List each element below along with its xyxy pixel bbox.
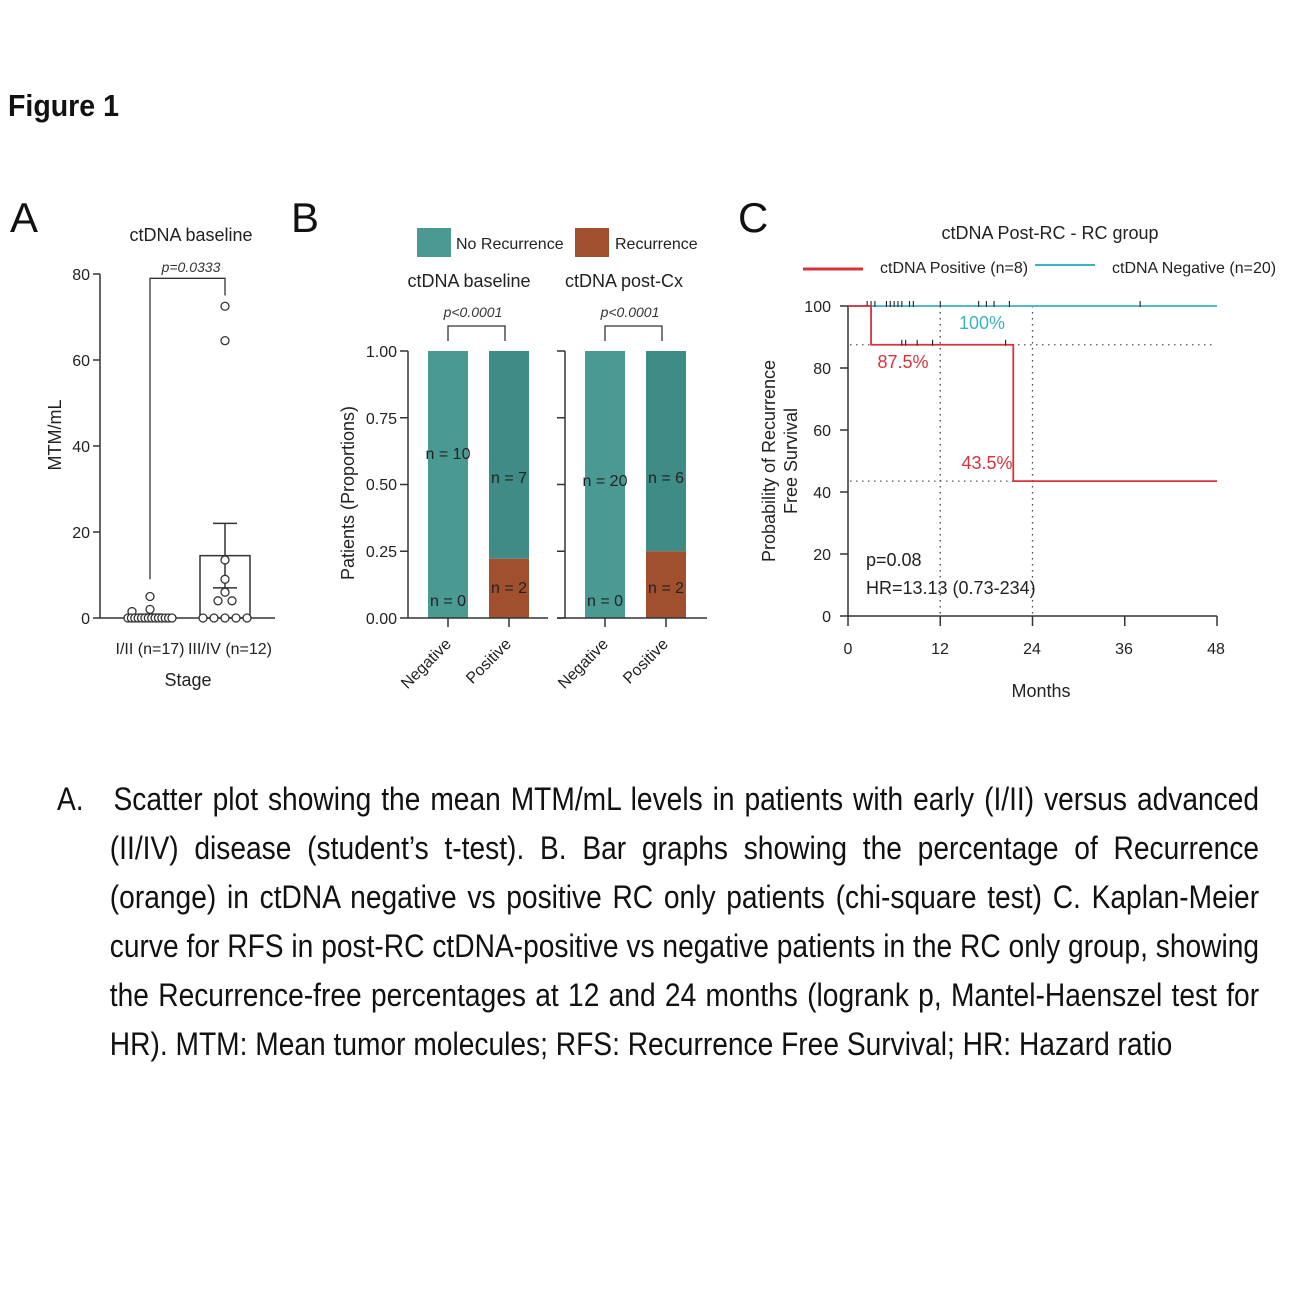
bar-recurrence bbox=[489, 558, 529, 618]
figure-title: Figure 1 bbox=[8, 88, 119, 123]
y-tick-label: 0.50 bbox=[366, 477, 397, 494]
annotation-hazard-ratio: HR=13.13 (0.73-234) bbox=[866, 578, 1036, 598]
panel-a-title: ctDNA baseline bbox=[129, 225, 252, 245]
panel-a-ylabel: MTM/mL bbox=[45, 400, 65, 471]
panel-c-kaplan-meier: ctDNA Post-RC - RC group ctDNA Positive … bbox=[759, 223, 1276, 701]
bar-recurrence bbox=[646, 551, 686, 618]
significance-bracket bbox=[447, 325, 506, 341]
x-category-label: Negative bbox=[398, 636, 455, 693]
panel-a-p-value: p=0.0333 bbox=[161, 259, 221, 275]
survival-curve-positive bbox=[848, 305, 1217, 483]
annotation-positive-12m: 87.5% bbox=[877, 352, 928, 372]
data-point bbox=[213, 596, 223, 606]
data-point bbox=[227, 596, 237, 606]
panel-letter-a: A bbox=[10, 194, 38, 241]
x-category-label: Positive bbox=[620, 636, 672, 688]
y-tick-label: 40 bbox=[72, 439, 90, 456]
figure-panels: A B C ctDNA baseline p=0.0333 MTM/mL 0 2… bbox=[10, 194, 1276, 701]
y-tick-label: 0 bbox=[822, 609, 831, 626]
bar-label: n = 2 bbox=[491, 580, 527, 597]
bar-label: n = 6 bbox=[648, 470, 684, 487]
panel-letter-c: C bbox=[738, 194, 768, 241]
significance-bracket bbox=[149, 277, 226, 580]
y-tick-label: 0.75 bbox=[366, 411, 397, 428]
data-point bbox=[145, 591, 155, 602]
x-tick-label: 24 bbox=[1023, 641, 1041, 658]
y-tick-label: 60 bbox=[72, 353, 90, 370]
bar-label: n = 7 bbox=[491, 470, 527, 487]
x-tick-label: 0 bbox=[844, 641, 853, 658]
y-tick-label: 80 bbox=[813, 361, 831, 378]
data-point bbox=[231, 613, 241, 623]
data-point bbox=[220, 335, 230, 346]
p-value-baseline: p<0.0001 bbox=[443, 304, 503, 320]
x-tick-label: 48 bbox=[1207, 641, 1225, 658]
data-point bbox=[209, 613, 219, 623]
panel-c-ylabel-line1: Probability of Recurrence bbox=[759, 360, 779, 562]
y-tick-label: 1.00 bbox=[366, 344, 397, 361]
legend-swatch-no-recurrence bbox=[417, 228, 451, 257]
y-tick-label: 100 bbox=[804, 299, 831, 316]
y-tick-label: 60 bbox=[813, 423, 831, 440]
panel-b-ylabel: Patients (Proportions) bbox=[338, 406, 358, 580]
x-tick-label: 36 bbox=[1115, 641, 1133, 658]
data-point bbox=[220, 587, 230, 597]
panel-b-stacked-bars: No Recurrence Recurrence ctDNA baseline … bbox=[338, 228, 707, 692]
x-category-label: Positive bbox=[463, 636, 515, 688]
data-point bbox=[220, 555, 230, 565]
legend-label-positive: ctDNA Positive (n=8) bbox=[880, 260, 1028, 277]
y-tick-label: 80 bbox=[72, 267, 90, 284]
panel-c-xlabel: Months bbox=[1011, 681, 1070, 701]
figure-caption: A. Scatter plot showing the mean MTM/mL … bbox=[57, 781, 1260, 1062]
data-point bbox=[220, 574, 230, 584]
panel-letter-b: B bbox=[291, 194, 319, 241]
bar-label: n = 0 bbox=[587, 593, 623, 610]
p-value-post-cx: p<0.0001 bbox=[600, 304, 660, 320]
panel-a-scatter: ctDNA baseline p=0.0333 MTM/mL 0 20 40 6… bbox=[45, 225, 275, 690]
y-tick-label: 20 bbox=[72, 525, 90, 542]
bar-no-recurrence bbox=[428, 351, 468, 618]
data-point bbox=[220, 613, 230, 623]
annotation-negative-12m: 100% bbox=[959, 313, 1005, 333]
legend-swatch-recurrence bbox=[575, 228, 609, 257]
data-point bbox=[242, 613, 252, 623]
panel-a-xlabel: Stage bbox=[164, 670, 211, 690]
annotation-positive-24m: 43.5% bbox=[961, 453, 1012, 473]
bar-label: n = 2 bbox=[648, 580, 684, 597]
y-tick-label: 40 bbox=[813, 485, 831, 502]
y-tick-label: 20 bbox=[813, 547, 831, 564]
annotation-p-value: p=0.08 bbox=[866, 550, 922, 570]
x-category-label: Negative bbox=[555, 636, 612, 693]
bar-no-recurrence bbox=[585, 351, 625, 618]
legend-label-negative: ctDNA Negative (n=20) bbox=[1112, 260, 1276, 277]
y-tick-label: 0.00 bbox=[366, 611, 397, 628]
y-tick-label: 0 bbox=[81, 611, 90, 628]
bar-label: n = 10 bbox=[426, 446, 471, 463]
x-category-label: III/IV (n=12) bbox=[188, 641, 272, 658]
bar-label: n = 20 bbox=[583, 473, 628, 490]
panel-c-title: ctDNA Post-RC - RC group bbox=[941, 223, 1158, 243]
subplot-title-post-cx: ctDNA post-Cx bbox=[565, 271, 683, 291]
bar-no-recurrence bbox=[489, 351, 529, 559]
data-point bbox=[167, 613, 177, 623]
data-point bbox=[198, 613, 208, 623]
significance-bracket bbox=[604, 325, 663, 341]
bar-no-recurrence bbox=[646, 351, 686, 552]
x-tick-label: 12 bbox=[931, 641, 949, 658]
panel-b-bar-marks bbox=[400, 325, 707, 627]
y-tick-label: 0.25 bbox=[366, 544, 397, 561]
legend-label-no-recurrence: No Recurrence bbox=[456, 236, 564, 253]
bar-label: n = 0 bbox=[430, 593, 466, 610]
subplot-title-baseline: ctDNA baseline bbox=[407, 271, 530, 291]
data-point bbox=[220, 301, 230, 311]
data-point bbox=[145, 604, 155, 615]
x-category-label: I/II (n=17) bbox=[116, 641, 185, 658]
legend-label-recurrence: Recurrence bbox=[615, 236, 698, 253]
panel-c-ylabel-line2: Free Survival bbox=[781, 408, 801, 514]
